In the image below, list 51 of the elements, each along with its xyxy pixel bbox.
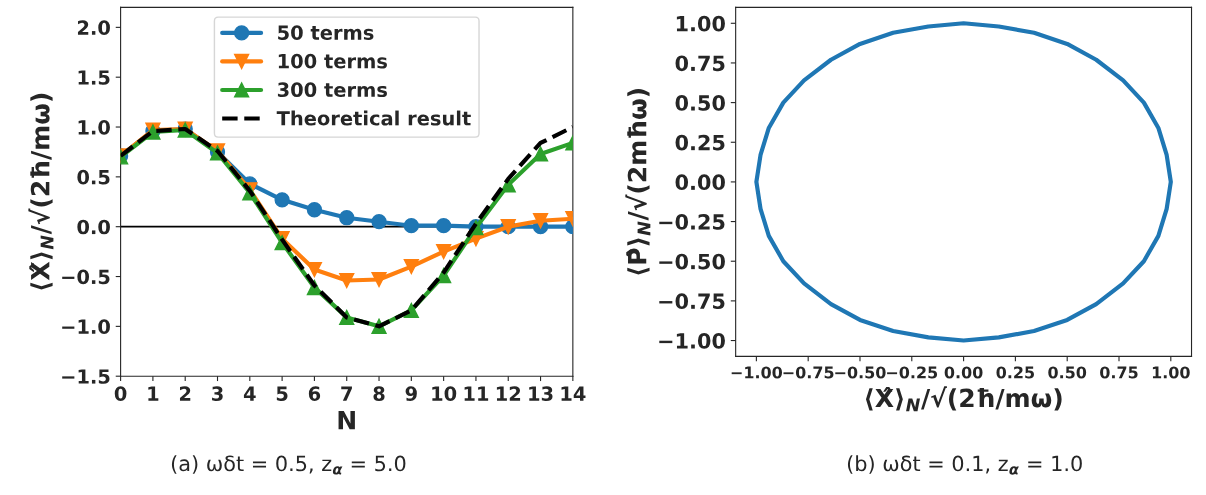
legend-label: 300 terms — [277, 82, 387, 98]
y-tick-label: −0.75 — [659, 293, 725, 310]
x-tick-label: 1.00 — [1152, 366, 1190, 379]
x-tick-label: 10 — [432, 386, 457, 401]
y-axis-title: ⟨P̂⟩$_{N}$/√(2mħω) — [625, 88, 651, 275]
y-tick-label: 0.50 — [675, 95, 725, 111]
x-tick-label: 5 — [276, 386, 288, 401]
x-tick-label: −0.25 — [887, 366, 938, 379]
y-tick-label: −1.00 — [659, 332, 725, 349]
legend-label: Theoretical result — [276, 110, 471, 126]
y-tick-label: −1.5 — [62, 369, 110, 384]
x-tick-label: −0.50 — [835, 366, 886, 379]
legend-label: 100 terms — [278, 53, 387, 69]
y-tick-label: 0.75 — [675, 55, 725, 72]
x-axis-title: N — [338, 411, 355, 430]
y-tick-label: −1.0 — [62, 319, 110, 335]
x-tick-label: 14 — [561, 386, 586, 401]
x-tick-label: 1 — [148, 386, 159, 401]
y-tick-label: 0.0 — [77, 219, 110, 235]
x-tick-label: 0.75 — [1100, 366, 1138, 379]
x-tick-label: 4 — [243, 386, 256, 401]
x-tick-label: 8 — [373, 386, 385, 401]
x-tick-label: 0 — [114, 386, 127, 401]
y-tick-label: −0.5 — [62, 269, 110, 285]
y-tick-label: 0.5 — [77, 169, 110, 185]
y-tick-label: 1.00 — [676, 15, 725, 32]
y-tick-label: 0.25 — [675, 134, 725, 151]
x-tick-label: 13 — [529, 386, 553, 401]
x-tick-label: 9 — [405, 386, 417, 401]
x-tick-label: 11 — [464, 386, 489, 401]
y-tick-label: 1.5 — [78, 70, 110, 85]
x-tick-label: 0.00 — [944, 366, 983, 379]
x-tick-label: 0.25 — [996, 366, 1034, 379]
x-tick-label: −0.75 — [783, 366, 834, 379]
x-tick-label: 0.50 — [1048, 366, 1087, 379]
x-tick-label: 2 — [179, 386, 191, 401]
y-tick-label: −0.50 — [659, 253, 725, 270]
legend-label: 50 terms — [278, 25, 374, 40]
x-axis-title: ⟨X̂⟩$_{N}$/√(2ħ/mω) — [865, 386, 1062, 412]
x-tick-label: 3 — [212, 386, 223, 401]
x-tick-label: −1.00 — [731, 366, 783, 379]
y-tick-label: −0.25 — [659, 214, 725, 230]
y-tick-label: 2.0 — [77, 20, 110, 36]
text: (b) ωδt = 0.1, z$_{α}$ = 1.0 — [847, 455, 1082, 475]
x-tick-label: 6 — [308, 386, 321, 401]
x-tick-label: 12 — [496, 386, 521, 401]
x-tick-label: 7 — [341, 386, 352, 401]
text: (a) ωδt = 0.5, z$_{α}$ = 5.0 — [171, 455, 406, 475]
y-axis-title: ⟨X̂⟩$_{N}$/√(2ħ/mω) — [28, 93, 54, 290]
y-tick-label: 1.0 — [78, 119, 110, 135]
y-tick-label: 0.00 — [675, 174, 725, 191]
